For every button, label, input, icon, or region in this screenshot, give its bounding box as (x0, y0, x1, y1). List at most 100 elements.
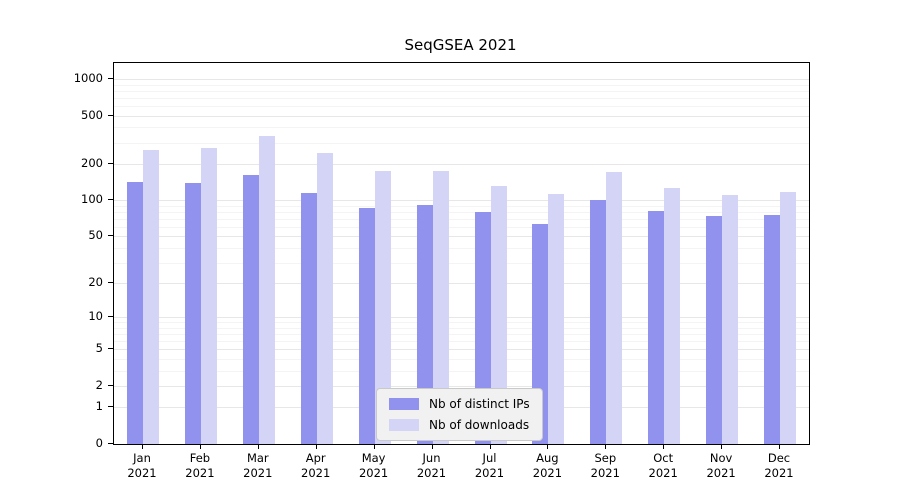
x-tick-label-oct: Oct 2021 (648, 451, 678, 480)
legend-label-downloads: Nb of downloads (429, 418, 530, 432)
bar-downloads-aug (548, 194, 565, 444)
gridline-major (114, 317, 809, 319)
y-tick-label: 1 (95, 399, 103, 414)
y-tick-label: 10 (88, 309, 103, 324)
y-tick-mark (108, 78, 113, 79)
x-tick-label-nov: Nov 2021 (706, 451, 736, 480)
x-tick-label-apr: Apr 2021 (301, 451, 331, 480)
x-tick-mark (547, 444, 549, 449)
bar-distinct-ips-sep (590, 200, 607, 444)
gridline-minor (114, 127, 809, 129)
bar-distinct-ips-oct (648, 210, 665, 444)
bar-downloads-oct (664, 188, 681, 444)
legend-swatch-downloads (389, 419, 419, 431)
bar-distinct-ips-jul (474, 211, 491, 444)
bar-distinct-ips-dec (764, 214, 780, 444)
plot-area (113, 62, 810, 445)
bar-downloads-jul (490, 185, 507, 444)
y-tick-label: 200 (81, 155, 103, 170)
bar-downloads-feb (200, 148, 217, 444)
x-tick-label-jul: Jul 2021 (474, 451, 505, 480)
x-tick-mark (489, 444, 491, 449)
gridline-minor (114, 106, 809, 107)
gridline-minor (114, 218, 809, 220)
y-tick-mark (108, 385, 113, 386)
gridline-minor (114, 97, 809, 99)
y-tick-mark (108, 406, 113, 408)
bar-distinct-ips-may (358, 208, 375, 444)
bar-distinct-ips-apr (300, 192, 317, 444)
y-tick-mark (108, 114, 113, 116)
legend-row-distinct-ips: Nb of distinct IPs (389, 397, 530, 411)
x-tick-mark (373, 444, 375, 449)
gridline-major (114, 200, 809, 202)
gridline-major (114, 386, 809, 387)
x-tick-mark (142, 444, 143, 449)
gridline-major (114, 163, 809, 165)
x-tick-mark (257, 444, 259, 449)
gridline-minor (114, 247, 809, 249)
bar-downloads-sep (606, 171, 623, 444)
gridline-major (114, 79, 809, 80)
gridline-minor (114, 205, 809, 207)
y-tick-label: 20 (88, 275, 103, 290)
bar-downloads-nov (722, 195, 739, 444)
bar-downloads-mar (258, 135, 275, 444)
y-tick-label: 50 (88, 228, 103, 243)
y-tick-label: 1000 (73, 71, 103, 85)
gridline-major (114, 349, 809, 351)
chart-title: SeqGSEA 2021 (404, 36, 517, 54)
bar-downloads-jan (143, 150, 159, 444)
x-tick-label-dec: Dec 2021 (764, 451, 794, 480)
y-tick-mark (108, 316, 113, 318)
y-tick-mark (108, 235, 113, 237)
x-tick-label-jun: Jun 2021 (416, 451, 447, 480)
x-tick-mark (779, 444, 780, 449)
x-tick-label-feb: Feb 2021 (185, 451, 215, 480)
bar-distinct-ips-jan (127, 181, 143, 444)
bar-distinct-ips-feb (184, 182, 201, 444)
gridline-minor (114, 322, 809, 324)
bar-distinct-ips-mar (242, 174, 259, 444)
gridline-minor (114, 90, 809, 92)
legend-label-distinct-ips: Nb of distinct IPs (429, 397, 530, 411)
gridline-minor (114, 142, 809, 144)
y-tick-label: 500 (81, 107, 103, 122)
bar-distinct-ips-nov (706, 215, 723, 444)
y-tick-mark (108, 348, 113, 350)
gridline-minor (114, 327, 809, 329)
gridline-minor (114, 262, 809, 264)
gridline-minor (114, 370, 809, 372)
gridline-minor (114, 341, 809, 343)
x-tick-label-may: May 2021 (358, 451, 389, 480)
bar-downloads-jun (432, 170, 449, 444)
gridline-minor (114, 211, 809, 213)
x-tick-mark (663, 444, 665, 449)
y-tick-mark (108, 282, 113, 284)
x-tick-mark (431, 444, 433, 449)
x-tick-mark (199, 444, 201, 449)
y-tick-label: 100 (81, 192, 103, 207)
bar-downloads-apr (316, 153, 333, 444)
bar-downloads-dec (780, 192, 796, 444)
x-tick-label-aug: Aug 2021 (532, 451, 563, 480)
bar-downloads-may (374, 170, 391, 444)
x-tick-mark (605, 444, 607, 449)
gridline-minor (114, 359, 809, 360)
x-tick-label-sep: Sep 2021 (590, 451, 620, 480)
x-tick-label-mar: Mar 2021 (243, 451, 273, 480)
y-tick-label: 2 (95, 378, 103, 392)
gridline-minor (114, 334, 809, 336)
y-tick-mark (108, 443, 113, 444)
legend-swatch-distinct-ips (389, 398, 419, 410)
bar-distinct-ips-jun (416, 204, 433, 444)
legend-row-downloads: Nb of downloads (389, 418, 530, 432)
gridline-minor (114, 226, 809, 228)
x-tick-mark (315, 444, 317, 449)
gridline-major (114, 236, 809, 238)
gridline-major (114, 115, 809, 117)
gridline-minor (114, 84, 809, 86)
y-tick-label: 5 (95, 341, 103, 356)
x-tick-mark (721, 444, 723, 449)
